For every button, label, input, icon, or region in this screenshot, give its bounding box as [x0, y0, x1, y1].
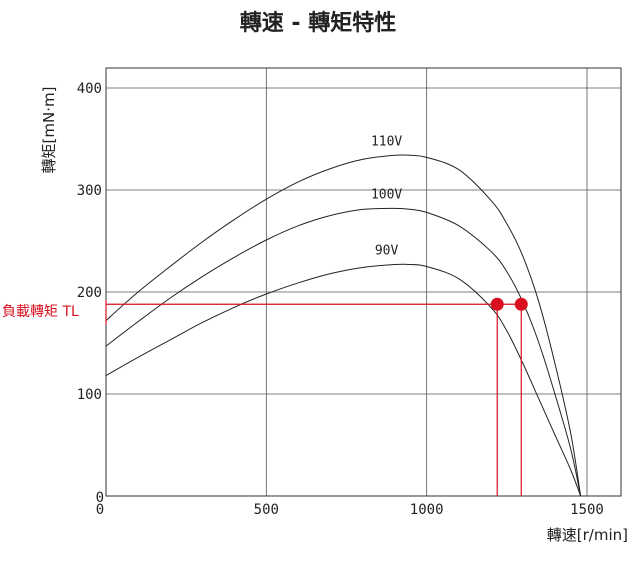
y-tick-labels: 0 100 200 300 400 — [77, 81, 104, 506]
operating-point-1 — [490, 297, 504, 311]
y-tick-label-400: 400 — [77, 81, 102, 97]
y-tick-label-0: 0 — [96, 490, 104, 506]
x-tick-labels: 0 500 1000 1500 — [96, 502, 604, 518]
y-tick-label-100: 100 — [77, 387, 102, 403]
series-group — [105, 154, 582, 497]
chart-title: 轉速 - 轉矩特性 — [240, 10, 396, 36]
grid — [106, 68, 621, 496]
series-label-90V: 90V — [375, 243, 399, 258]
x-tick-label-1500: 1500 — [570, 502, 604, 518]
y-tick-label-300: 300 — [77, 183, 102, 199]
x-tick-label-500: 500 — [254, 502, 279, 518]
x-tick-label-1000: 1000 — [410, 502, 444, 518]
series-line-100V — [105, 207, 582, 497]
series-label-100V: 100V — [371, 187, 402, 202]
y-axis-label: 轉矩[mN·m] — [40, 87, 58, 174]
y-tick-label-200: 200 — [77, 285, 102, 301]
plot-frame — [105, 67, 622, 497]
x-tick-label-0: 0 — [96, 502, 104, 518]
load-group — [105, 297, 528, 496]
series-line-110V — [105, 154, 582, 497]
operating-point-2 — [514, 297, 528, 311]
x-axis-label: 轉速[r/min] — [547, 526, 628, 544]
series-line-90V — [105, 263, 582, 497]
series-labels: 110V 100V 90V — [371, 134, 402, 258]
load-torque-label: 負載轉矩 TL — [2, 304, 79, 320]
series-label-110V: 110V — [371, 134, 402, 149]
